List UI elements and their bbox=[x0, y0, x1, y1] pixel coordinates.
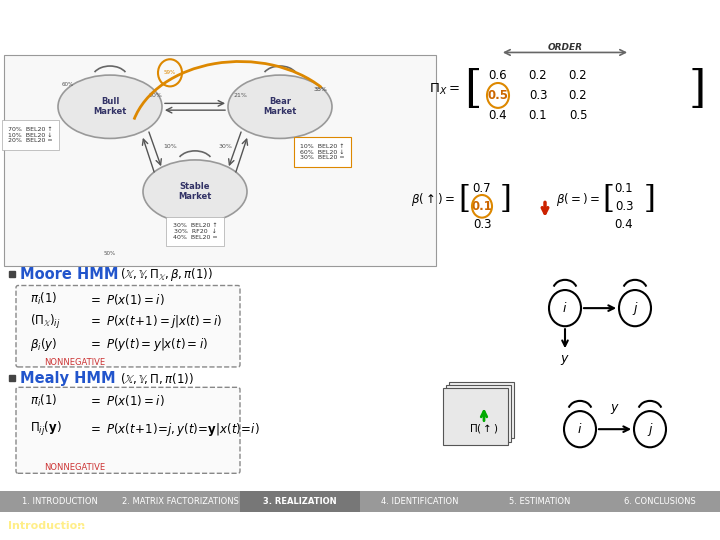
Text: 0.4: 0.4 bbox=[489, 109, 508, 122]
Text: $(\mathbb{X}, \mathbb{Y}, \Pi_\mathbb{X}, \beta, \pi(1))$: $(\mathbb{X}, \mathbb{Y}, \Pi_\mathbb{X}… bbox=[120, 266, 213, 283]
Text: Mealy HMM: Mealy HMM bbox=[20, 371, 116, 386]
Text: — Realization: — Realization bbox=[74, 521, 154, 531]
Text: $(\Pi_\mathbb{X})_{ij}$: $(\Pi_\mathbb{X})_{ij}$ bbox=[30, 313, 60, 330]
FancyBboxPatch shape bbox=[240, 491, 360, 512]
Ellipse shape bbox=[143, 160, 247, 223]
Text: $i$: $i$ bbox=[562, 301, 567, 315]
Text: 0.5: 0.5 bbox=[487, 89, 508, 102]
FancyBboxPatch shape bbox=[4, 55, 436, 266]
Text: 60%: 60% bbox=[62, 82, 74, 86]
Text: 6. CONCLUSIONS: 6. CONCLUSIONS bbox=[624, 497, 696, 506]
Text: $j$: $j$ bbox=[647, 421, 654, 438]
Text: 10%: 10% bbox=[163, 144, 177, 149]
Text: Bull
Market: Bull Market bbox=[94, 97, 127, 117]
FancyBboxPatch shape bbox=[600, 491, 720, 512]
Text: $\Pi(\uparrow)$: $\Pi(\uparrow)$ bbox=[469, 422, 499, 435]
Text: 59%: 59% bbox=[164, 70, 176, 75]
Text: 0.2: 0.2 bbox=[528, 69, 547, 82]
Text: ]: ] bbox=[688, 68, 706, 111]
Text: — Approx. realization: — Approx. realization bbox=[259, 521, 382, 531]
Text: 70%  BEL20 ↑
10%  BEL20 ↓
20%  BEL20 =: 70% BEL20 ↑ 10% BEL20 ↓ 20% BEL20 = bbox=[8, 127, 53, 143]
Text: 0.6: 0.6 bbox=[489, 69, 508, 82]
Text: 0.1: 0.1 bbox=[528, 109, 547, 122]
Text: Stable
Market: Stable Market bbox=[179, 182, 212, 201]
Ellipse shape bbox=[58, 75, 162, 138]
Text: $\Pi_X =$: $\Pi_X =$ bbox=[429, 82, 460, 97]
FancyBboxPatch shape bbox=[360, 491, 480, 512]
FancyBboxPatch shape bbox=[443, 388, 508, 445]
Text: 0.1: 0.1 bbox=[615, 182, 634, 195]
Text: 20%: 20% bbox=[148, 93, 162, 98]
Text: 3. REALIZATION: 3. REALIZATION bbox=[264, 497, 337, 506]
Text: 0.2: 0.2 bbox=[569, 89, 588, 102]
Text: 30%  BEL20 ↑
30%  RF20  ↓
40%  BEL20 =: 30% BEL20 ↑ 30% RF20 ↓ 40% BEL20 = bbox=[173, 223, 217, 240]
FancyBboxPatch shape bbox=[480, 491, 600, 512]
Text: $\pi_i(1)$: $\pi_i(1)$ bbox=[30, 291, 58, 307]
Text: 1. INTRODUCTION: 1. INTRODUCTION bbox=[22, 497, 98, 506]
Text: $= \ P(x(1)=i)$: $= \ P(x(1)=i)$ bbox=[88, 292, 165, 307]
Text: 0.3: 0.3 bbox=[528, 89, 547, 102]
Text: $(\mathbb{X}, \mathbb{Y}, \Pi, \pi(1))$: $(\mathbb{X}, \mathbb{Y}, \Pi, \pi(1))$ bbox=[120, 371, 194, 386]
Text: 10%  BEL20 ↑
60%  BEL20 ↓
30%  BEL20 =: 10% BEL20 ↑ 60% BEL20 ↓ 30% BEL20 = bbox=[300, 144, 345, 160]
FancyBboxPatch shape bbox=[16, 286, 240, 367]
Text: SLIDE: SLIDE bbox=[687, 516, 714, 525]
Text: $\beta(=) =$: $\beta(=) =$ bbox=[556, 191, 600, 208]
FancyBboxPatch shape bbox=[120, 491, 240, 512]
Text: $= \ P(x(t\!+\!1)=j|x(t)=i)$: $= \ P(x(t\!+\!1)=j|x(t)=i)$ bbox=[88, 313, 222, 330]
Text: NONNEGATIVE: NONNEGATIVE bbox=[45, 463, 106, 472]
Text: 0.3: 0.3 bbox=[473, 218, 491, 231]
Text: NONNEGATIVE: NONNEGATIVE bbox=[45, 358, 106, 367]
Text: $j$: $j$ bbox=[631, 300, 639, 316]
Text: $y$: $y$ bbox=[610, 402, 620, 416]
Text: 0.2: 0.2 bbox=[569, 69, 588, 82]
Text: — Quasi realization: — Quasi realization bbox=[151, 521, 263, 531]
Text: 50%: 50% bbox=[104, 251, 116, 256]
Text: 4. IDENTIFICATION: 4. IDENTIFICATION bbox=[382, 497, 459, 506]
Text: Hidden Markov models: Moore - Mealy: Hidden Markov models: Moore - Mealy bbox=[9, 10, 431, 29]
Text: 0.1: 0.1 bbox=[472, 200, 492, 213]
Ellipse shape bbox=[228, 75, 332, 138]
FancyBboxPatch shape bbox=[446, 385, 511, 442]
Text: $\Pi_{ij}(\mathbf{y})$: $\Pi_{ij}(\mathbf{y})$ bbox=[30, 420, 62, 438]
Text: [: [ bbox=[602, 184, 614, 215]
Text: 38%: 38% bbox=[313, 87, 327, 92]
Text: $\pi_i(1)$: $\pi_i(1)$ bbox=[30, 393, 58, 409]
Text: $= \ P(y(t)=y|x(t)=i)$: $= \ P(y(t)=y|x(t)=i)$ bbox=[88, 336, 208, 353]
Text: ]: ] bbox=[500, 184, 512, 215]
Text: $\beta(\uparrow) =$: $\beta(\uparrow) =$ bbox=[411, 191, 455, 208]
Text: ]: ] bbox=[644, 184, 656, 215]
Text: Bear
Market: Bear Market bbox=[264, 97, 297, 117]
Text: 0.4: 0.4 bbox=[615, 218, 634, 231]
Text: [: [ bbox=[458, 184, 470, 215]
Text: [: [ bbox=[464, 68, 482, 111]
Text: Introduction: Introduction bbox=[8, 521, 85, 531]
Text: $i$: $i$ bbox=[577, 422, 582, 436]
Text: 30%: 30% bbox=[218, 144, 232, 149]
Text: 0.7: 0.7 bbox=[473, 182, 491, 195]
Text: 0.3: 0.3 bbox=[615, 200, 634, 213]
FancyBboxPatch shape bbox=[16, 387, 240, 473]
Text: 0.5: 0.5 bbox=[569, 109, 588, 122]
Text: ORDER: ORDER bbox=[547, 43, 582, 52]
Text: $\beta_i(y)$: $\beta_i(y)$ bbox=[30, 336, 58, 353]
Text: 21%: 21% bbox=[233, 93, 247, 98]
FancyBboxPatch shape bbox=[449, 382, 514, 438]
Text: — Modeling DNA: — Modeling DNA bbox=[377, 521, 474, 531]
Text: 21 / 43: 21 / 43 bbox=[684, 525, 716, 535]
Text: $y$: $y$ bbox=[560, 353, 570, 367]
Text: 5. ESTIMATION: 5. ESTIMATION bbox=[509, 497, 571, 506]
FancyBboxPatch shape bbox=[0, 491, 120, 512]
Text: $= \ P(x(t\!+\!1)\!=\!j, y(t)\!=\!\mathbf{y}|x(t)\!=\!i)$: $= \ P(x(t\!+\!1)\!=\!j, y(t)\!=\!\mathb… bbox=[88, 421, 260, 438]
Text: Moore HMM: Moore HMM bbox=[20, 267, 119, 282]
Text: 2. MATRIX FACTORIZATIONS: 2. MATRIX FACTORIZATIONS bbox=[122, 497, 238, 506]
Text: $= \ P(x(1)=i)$: $= \ P(x(1)=i)$ bbox=[88, 394, 165, 408]
